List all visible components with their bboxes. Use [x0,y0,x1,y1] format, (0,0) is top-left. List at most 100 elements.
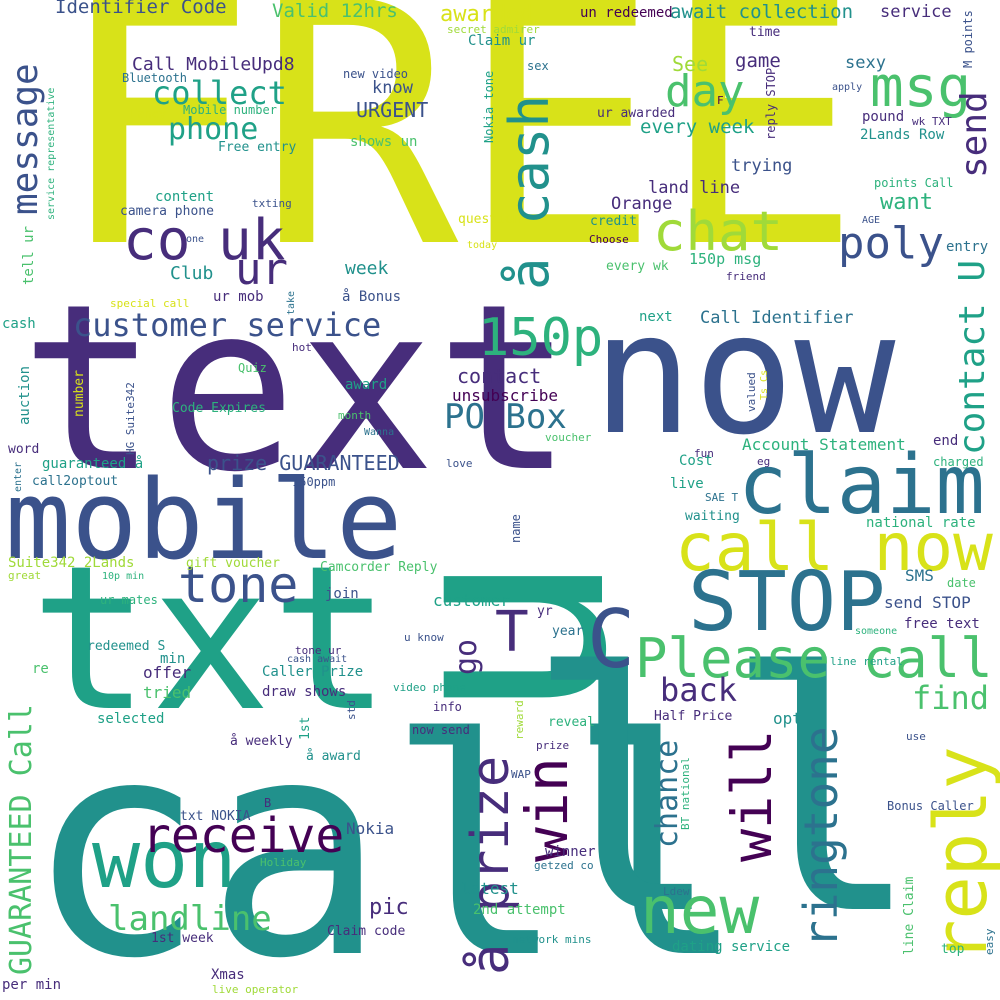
word: claim [738,438,985,533]
word: sex [527,59,549,73]
word: date [947,576,976,590]
word: Wanna [364,427,395,438]
word: unsubscribe [452,386,558,405]
word: txt [30,523,392,756]
word: enter [13,461,24,492]
word: question [458,212,521,227]
word: camera phone [120,204,214,219]
word: SAE T [705,491,739,504]
word: å prize [461,755,521,975]
word: service [880,2,952,22]
word: credit [590,214,637,229]
word: free text [904,616,980,632]
word: phone [168,112,259,147]
word: Claim ur [468,33,536,49]
word: today [467,240,498,251]
word: Club [170,263,214,284]
word: content [155,189,215,205]
word: getzed co [534,859,594,872]
word: redeemed S [87,639,166,654]
word: Please call [635,627,993,690]
word: Orange [611,194,673,214]
word: Caller Prize [262,664,364,680]
word: ur mob [213,289,264,305]
word: network mins [512,933,592,946]
word: await collection [670,1,854,23]
word: text [20,256,574,523]
word: STOP [688,555,886,650]
word: love [446,457,473,470]
word: now send [412,723,470,737]
word: word [8,442,40,457]
word: end [933,433,959,449]
word: receive [142,808,345,864]
word: customer service [73,306,382,344]
word: landline [108,899,272,939]
word: Claim code [327,924,406,939]
word: service representative [46,87,57,220]
word: ll [525,603,923,987]
word: yr [537,604,553,619]
word: name [509,514,523,543]
word: 1st [298,716,313,740]
word: Xmas [211,967,245,983]
word: live [670,476,704,492]
word: ur mates [100,593,158,607]
word: 2Lands Row [860,127,945,143]
word: Cost [679,453,713,469]
word: chat [653,200,784,263]
word: URGENT [356,98,429,122]
word: mobile [5,456,403,584]
word: pic [369,895,409,920]
word: award [345,377,388,393]
word: cash [2,316,36,332]
word: M points [961,10,975,68]
word: 2nd attempt [473,902,566,918]
word: cash await [287,654,348,665]
word: prize [536,739,570,752]
word: pound [862,109,905,125]
word: won [92,813,237,906]
word: Suite342 2Lands [8,555,135,571]
word: Quiz [238,361,267,375]
word: latest [461,879,519,898]
word: Mobile number [183,103,277,117]
word: SMS [905,566,934,585]
word: next [639,309,673,325]
word: game [735,50,781,72]
word: å weekly [230,734,293,749]
word: call2optout [32,474,119,489]
word: BT national [679,757,692,830]
word: message [5,63,46,215]
word: charged [933,455,984,469]
word: waiting [685,509,740,524]
word: C [587,593,636,686]
word: FREE [55,0,862,322]
word: draw shows [262,684,347,700]
word: great [8,569,42,582]
word: tone [178,556,299,614]
word: re [32,661,49,677]
word: line Claim [902,876,917,955]
word: land line [648,178,741,198]
word: call [25,675,748,1000]
word: min [160,651,186,667]
word: month [338,409,372,422]
word: live operator [212,983,299,996]
word: Free entry [218,140,297,155]
word: co [123,208,191,273]
word: å award [306,749,361,764]
word: eg [757,455,771,468]
word: winner [545,844,596,860]
word: Ts Cs [759,369,770,400]
word: go [449,638,484,675]
word: number [72,370,87,417]
word: Bluetooth [122,71,188,85]
word: video phone [393,681,466,694]
word: points Call [874,176,954,190]
word: day [665,66,745,117]
word: info [433,700,462,714]
word: every wk [606,259,669,274]
word: hot [292,341,312,354]
word: Camcorder Reply [320,560,438,575]
